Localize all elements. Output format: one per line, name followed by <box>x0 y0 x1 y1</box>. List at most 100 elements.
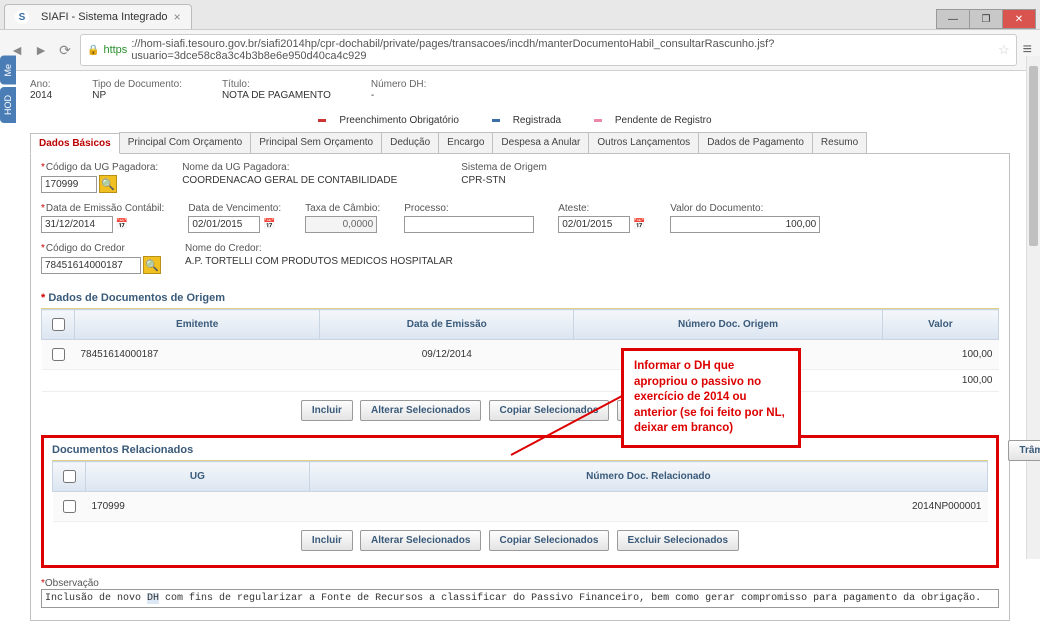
url-text: ://hom-siafi.tesouro.gov.br/siafi2014hp/… <box>131 38 994 62</box>
legend-pending: Pendente de Registro <box>615 115 712 126</box>
origem-total-row: 100,00 <box>42 370 999 392</box>
lock-icon: 🔒 <box>87 45 99 56</box>
rel-buttons: Incluir Alterar Selecionados Copiar Sele… <box>52 522 988 559</box>
ug-pag-label: Código da UG Pagadora: <box>41 162 158 173</box>
tab-close-icon[interactable]: × <box>174 10 181 24</box>
rel-excluir-button[interactable]: Excluir Selecionados <box>617 530 740 551</box>
tab-dedu-o[interactable]: Dedução <box>381 132 439 153</box>
origem-table: Emitente Data de Emissão Número Doc. Ori… <box>41 309 999 392</box>
main-tabs: Dados BásicosPrincipal Com OrçamentoPrin… <box>30 132 1010 154</box>
obs-textarea[interactable]: Inclusão de novo DH com fins de regulari… <box>41 589 999 608</box>
nav-fwd-icon[interactable]: ► <box>32 41 50 59</box>
origem-select-all[interactable] <box>52 318 65 331</box>
rel-col-numero: Número Doc. Relacionado <box>309 462 987 492</box>
dt-emis-label: Data de Emissão Contábil: <box>41 203 164 214</box>
credor-search-icon[interactable]: 🔍 <box>143 256 161 274</box>
obs-suffix: com fins de regularizar a Fonte de Recur… <box>159 593 981 604</box>
browser-tab[interactable]: S SIAFI - Sistema Integrado × <box>4 4 192 29</box>
origem-col-data: Data de Emissão <box>320 310 574 340</box>
origem-buttons: Incluir Alterar Selecionados Copiar Sele… <box>41 392 999 429</box>
dt-emis-input[interactable] <box>41 216 113 233</box>
window-min-button[interactable]: — <box>936 9 970 29</box>
scrollbar[interactable] <box>1026 56 1040 559</box>
titulo-label: Título: <box>222 79 331 90</box>
browser-tab-bar: S SIAFI - Sistema Integrado × — ❐ ✕ <box>0 0 1040 30</box>
dt-emis-cal-icon[interactable]: 📅 <box>115 218 129 232</box>
rel-row-numero: 2014NP000001 <box>309 492 987 522</box>
proc-label: Processo: <box>404 203 534 214</box>
form-panel: Código da UG Pagadora: 🔍 Nome da UG Paga… <box>30 154 1010 621</box>
relacionados-highlight-box: Trâmite Documentos Relacionados UG Númer… <box>41 435 999 568</box>
relacionados-table: UG Número Doc. Relacionado 170999 2014NP… <box>52 461 988 522</box>
sist-value: CPR-STN <box>461 175 547 186</box>
tab-dados-de-pagamento[interactable]: Dados de Pagamento <box>698 132 813 153</box>
url-input[interactable]: 🔒 https ://hom-siafi.tesouro.gov.br/siaf… <box>80 34 1017 66</box>
rel-select-all[interactable] <box>63 470 76 483</box>
tab-encargo[interactable]: Encargo <box>438 132 493 153</box>
tab-favicon: S <box>15 10 29 24</box>
origem-col-valor: Valor <box>882 310 998 340</box>
dt-venc-cal-icon[interactable]: 📅 <box>262 218 276 232</box>
tab-resumo[interactable]: Resumo <box>812 132 867 153</box>
ug-nome-label: Nome da UG Pagadora: <box>182 162 397 173</box>
rel-row[interactable]: 170999 2014NP000001 <box>53 492 988 522</box>
dt-venc-input[interactable] <box>188 216 260 233</box>
window-close-button[interactable]: ✕ <box>1002 9 1036 29</box>
url-scheme: https <box>103 44 127 56</box>
legend-registered-icon <box>492 119 500 122</box>
origem-col-numero: Número Doc. Origem <box>574 310 882 340</box>
tipo-value: NP <box>92 90 182 101</box>
tab-outros-lan-amentos[interactable]: Outros Lançamentos <box>588 132 699 153</box>
origem-row-checkbox[interactable] <box>52 348 65 361</box>
ano-label: Ano: <box>30 79 52 90</box>
origem-row[interactable]: 78451614000187 09/12/2014 100,00 <box>42 340 999 370</box>
origem-row-data: 09/12/2014 <box>320 340 574 370</box>
ano-value: 2014 <box>30 90 52 101</box>
tab-dados-b-sicos[interactable]: Dados Básicos <box>30 133 120 154</box>
valor-input[interactable] <box>670 216 820 233</box>
proc-input[interactable] <box>404 216 534 233</box>
valor-label: Valor do Documento: <box>670 203 820 214</box>
numero-value: - <box>371 90 427 101</box>
legend-pending-icon <box>594 119 602 122</box>
origem-incluir-button[interactable]: Incluir <box>301 400 353 421</box>
page-content: Ano:2014 Tipo de Documento:NP Título:NOT… <box>0 71 1040 631</box>
window-controls: — ❐ ✕ <box>937 9 1036 29</box>
rel-copiar-button[interactable]: Copiar Selecionados <box>489 530 610 551</box>
origem-title: Dados de Documentos de Origem <box>41 284 999 309</box>
legend-required: Preenchimento Obrigatório <box>339 115 459 126</box>
scroll-thumb[interactable] <box>1029 66 1038 246</box>
doc-header: Ano:2014 Tipo de Documento:NP Título:NOT… <box>30 75 1010 109</box>
side-tab-hod[interactable]: HOD <box>0 87 16 123</box>
side-tab-me[interactable]: Me <box>0 56 16 85</box>
window-max-button[interactable]: ❐ <box>969 9 1003 29</box>
credor-cod-input[interactable] <box>41 257 141 274</box>
bookmark-icon[interactable]: ☆ <box>998 42 1010 58</box>
address-bar: ◄ ► ⟳ 🔒 https ://hom-siafi.tesouro.gov.b… <box>0 30 1040 71</box>
tab-principal-com-or-amento[interactable]: Principal Com Orçamento <box>119 132 251 153</box>
rel-row-checkbox[interactable] <box>63 500 76 513</box>
numero-label: Número DH: <box>371 79 427 90</box>
rel-incluir-button[interactable]: Incluir <box>301 530 353 551</box>
ateste-input[interactable] <box>558 216 630 233</box>
origem-row-emitente: 78451614000187 <box>75 340 320 370</box>
taxa-label: Taxa de Câmbio: <box>305 203 380 214</box>
rel-col-ug: UG <box>86 462 310 492</box>
tab-principal-sem-or-amento[interactable]: Principal Sem Orçamento <box>250 132 382 153</box>
obs-prefix: Inclusão de novo <box>45 593 147 604</box>
rel-alterar-button[interactable]: Alterar Selecionados <box>360 530 481 551</box>
ug-pag-input[interactable] <box>41 176 97 193</box>
ug-pag-search-icon[interactable]: 🔍 <box>99 175 117 193</box>
tab-despesa-a-anular[interactable]: Despesa a Anular <box>492 132 589 153</box>
ateste-cal-icon[interactable]: 📅 <box>632 218 646 232</box>
tipo-label: Tipo de Documento: <box>92 79 182 90</box>
dt-venc-label: Data de Vencimento: <box>188 203 281 214</box>
origem-alterar-button[interactable]: Alterar Selecionados <box>360 400 481 421</box>
legend: Preenchimento Obrigatório Registrada Pen… <box>30 109 1010 132</box>
origem-row-valor: 100,00 <box>882 340 998 370</box>
nav-reload-icon[interactable]: ⟳ <box>56 41 74 59</box>
credor-nome-value: A.P. TORTELLI COM PRODUTOS MEDICOS HOSPI… <box>185 256 453 267</box>
annotation-callout: Informar o DH que apropriou o passivo no… <box>621 348 801 448</box>
ateste-label: Ateste: <box>558 203 646 214</box>
tramite-button[interactable]: Trâmite <box>1008 440 1040 461</box>
